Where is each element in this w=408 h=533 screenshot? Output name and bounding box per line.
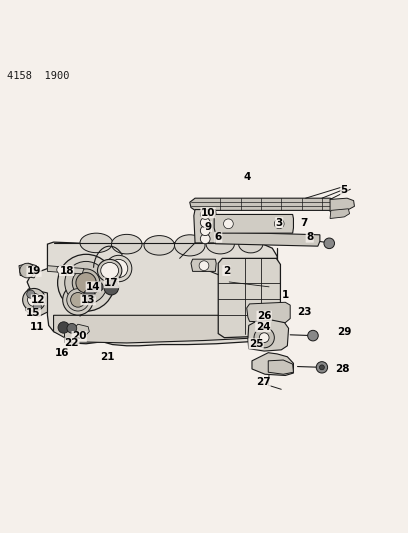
Ellipse shape	[63, 285, 93, 315]
Circle shape	[27, 293, 40, 306]
Text: 1: 1	[282, 290, 289, 300]
Circle shape	[274, 219, 284, 229]
Circle shape	[316, 362, 328, 373]
Text: 27: 27	[256, 377, 270, 387]
Polygon shape	[330, 198, 355, 212]
Circle shape	[71, 293, 85, 307]
Circle shape	[324, 238, 335, 248]
Polygon shape	[218, 259, 280, 338]
Text: 22: 22	[64, 338, 79, 348]
Ellipse shape	[109, 260, 128, 278]
Text: 5: 5	[341, 185, 348, 195]
Circle shape	[67, 324, 77, 333]
Polygon shape	[215, 232, 320, 246]
Text: 26: 26	[257, 311, 271, 321]
Polygon shape	[75, 324, 89, 335]
Ellipse shape	[101, 262, 119, 279]
Ellipse shape	[72, 269, 100, 296]
Ellipse shape	[206, 233, 235, 254]
Text: 8: 8	[306, 232, 313, 242]
Text: 19: 19	[27, 266, 41, 277]
Polygon shape	[268, 360, 293, 374]
Text: 6: 6	[215, 232, 222, 242]
Text: 13: 13	[81, 295, 95, 305]
Text: 25: 25	[249, 339, 263, 349]
Polygon shape	[25, 289, 47, 316]
Text: 3: 3	[275, 217, 283, 228]
Ellipse shape	[80, 233, 113, 253]
Circle shape	[319, 365, 324, 370]
Text: 4: 4	[243, 172, 251, 182]
Circle shape	[76, 272, 96, 293]
Polygon shape	[47, 265, 84, 274]
Circle shape	[200, 209, 210, 220]
Ellipse shape	[111, 235, 142, 254]
Text: 24: 24	[256, 322, 270, 332]
Circle shape	[57, 265, 65, 274]
Text: 14: 14	[86, 282, 101, 292]
Circle shape	[58, 322, 69, 333]
Ellipse shape	[105, 255, 132, 282]
Polygon shape	[191, 259, 216, 271]
Polygon shape	[53, 316, 277, 343]
Circle shape	[27, 290, 35, 298]
Polygon shape	[214, 214, 293, 233]
Polygon shape	[247, 302, 290, 322]
Text: 29: 29	[337, 327, 351, 336]
Circle shape	[200, 226, 210, 236]
Polygon shape	[194, 209, 216, 243]
Circle shape	[104, 280, 119, 295]
Text: 9: 9	[204, 222, 212, 232]
Ellipse shape	[144, 236, 175, 255]
Circle shape	[254, 327, 274, 348]
Ellipse shape	[239, 235, 263, 253]
Text: 17: 17	[104, 278, 119, 288]
Circle shape	[200, 217, 210, 228]
Circle shape	[199, 261, 209, 271]
Ellipse shape	[58, 254, 115, 311]
Text: 10: 10	[201, 208, 215, 218]
Text: 23: 23	[297, 307, 312, 317]
Polygon shape	[190, 198, 336, 211]
Circle shape	[259, 333, 269, 343]
Polygon shape	[252, 353, 293, 375]
Polygon shape	[27, 241, 277, 346]
Polygon shape	[248, 320, 288, 351]
Text: 7: 7	[300, 217, 307, 228]
Polygon shape	[19, 263, 36, 278]
Text: 2: 2	[223, 265, 230, 276]
Text: 18: 18	[59, 265, 74, 276]
Circle shape	[200, 234, 210, 244]
Text: 4158  1900: 4158 1900	[7, 70, 69, 80]
Text: 28: 28	[335, 364, 350, 374]
Polygon shape	[330, 209, 350, 219]
Ellipse shape	[65, 261, 107, 304]
Text: 20: 20	[72, 332, 86, 342]
Text: 11: 11	[30, 322, 44, 332]
Circle shape	[308, 330, 318, 341]
Circle shape	[33, 302, 41, 310]
Circle shape	[23, 288, 45, 311]
Text: 21: 21	[100, 352, 115, 362]
Text: 15: 15	[26, 308, 40, 318]
Circle shape	[20, 263, 34, 278]
Circle shape	[224, 219, 233, 229]
Text: 12: 12	[31, 295, 46, 305]
Ellipse shape	[98, 260, 122, 282]
Ellipse shape	[67, 289, 89, 311]
Ellipse shape	[175, 235, 205, 256]
Circle shape	[84, 289, 95, 301]
Circle shape	[93, 282, 103, 292]
Text: 16: 16	[55, 348, 70, 358]
